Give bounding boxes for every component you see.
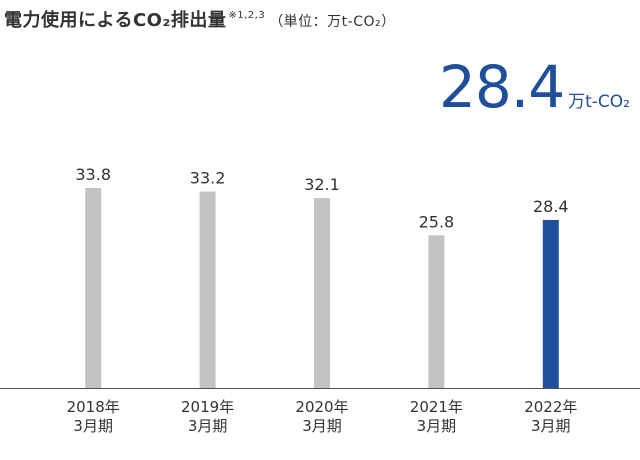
x-tick-label-2-0: 2020年 (295, 398, 348, 416)
bar-3 (428, 235, 445, 388)
highlight-value-block: 28.4 万t-CO₂ (439, 58, 630, 116)
bar-1 (199, 191, 216, 388)
data-label-2: 32.1 (304, 175, 340, 194)
bar-4 (542, 219, 559, 388)
data-label-0: 33.8 (75, 165, 111, 184)
data-label-4: 28.4 (533, 197, 569, 216)
data-label-1: 33.2 (190, 169, 226, 188)
highlight-unit: 万t-CO₂ (568, 92, 630, 112)
x-tick-label-2-1: 3月期 (302, 417, 342, 435)
x-tick-label-3-0: 2021年 (410, 398, 463, 416)
chart-title: 電力使用によるCO₂排出量 ※1,2,3 （単位：万t-CO₂） (4, 6, 396, 32)
x-tick-label-4-0: 2022年 (524, 398, 577, 416)
highlight-value: 28.4 (438, 53, 565, 121)
bar-2 (314, 198, 330, 388)
x-tick-label-3-1: 3月期 (417, 417, 457, 435)
x-tick-label-4-1: 3月期 (531, 417, 571, 435)
x-tick-label-1-1: 3月期 (188, 417, 228, 435)
title-text: 電力使用によるCO₂排出量 (4, 10, 227, 31)
x-tick-label-1-0: 2019年 (181, 398, 234, 416)
x-tick-label-0-1: 3月期 (73, 417, 113, 435)
title-footnote: ※1,2,3 (228, 10, 266, 21)
title-unit-note: （単位：万t-CO₂） (269, 14, 396, 30)
x-tick-label-0-0: 2018年 (67, 398, 120, 416)
data-label-3: 25.8 (419, 212, 455, 231)
bar-0 (85, 188, 102, 388)
